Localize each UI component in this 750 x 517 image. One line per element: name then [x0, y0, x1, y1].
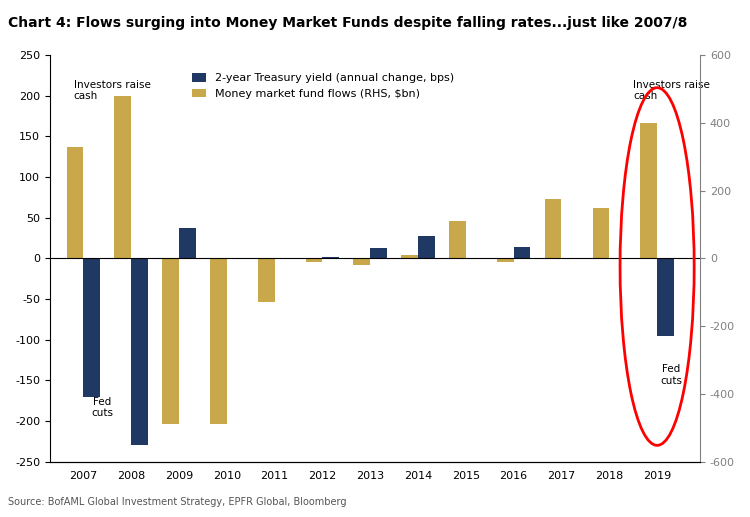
Text: Fed
cuts: Fed cuts: [661, 364, 682, 386]
Bar: [210, 258, 226, 424]
Bar: [497, 258, 514, 262]
Bar: [449, 221, 466, 258]
Bar: [640, 123, 657, 258]
Text: Investors raise
cash: Investors raise cash: [74, 80, 151, 101]
Text: Chart 4: Flows surging into Money Market Funds despite falling rates...just like: Chart 4: Flows surging into Money Market…: [8, 16, 687, 29]
Text: Investors raise
cash: Investors raise cash: [633, 80, 710, 101]
Bar: [418, 236, 435, 258]
Bar: [370, 248, 387, 258]
Text: Source: BofAML Global Investment Strategy, EPFR Global, Bloomberg: Source: BofAML Global Investment Strateg…: [8, 497, 346, 507]
Legend: 2-year Treasury yield (annual change, bps), Money market fund flows (RHS, $bn): 2-year Treasury yield (annual change, bp…: [188, 69, 458, 103]
Bar: [514, 247, 530, 258]
Bar: [306, 258, 322, 262]
Bar: [544, 199, 562, 258]
Text: Fed
cuts: Fed cuts: [92, 397, 113, 418]
Bar: [401, 255, 418, 258]
Bar: [353, 258, 370, 265]
Bar: [179, 229, 196, 258]
Bar: [322, 257, 339, 258]
Bar: [67, 147, 83, 258]
Bar: [131, 258, 148, 445]
Bar: [258, 258, 274, 302]
Bar: [592, 208, 609, 258]
Bar: [83, 258, 100, 397]
Bar: [162, 258, 179, 424]
Bar: [657, 258, 674, 336]
Bar: [115, 96, 131, 258]
